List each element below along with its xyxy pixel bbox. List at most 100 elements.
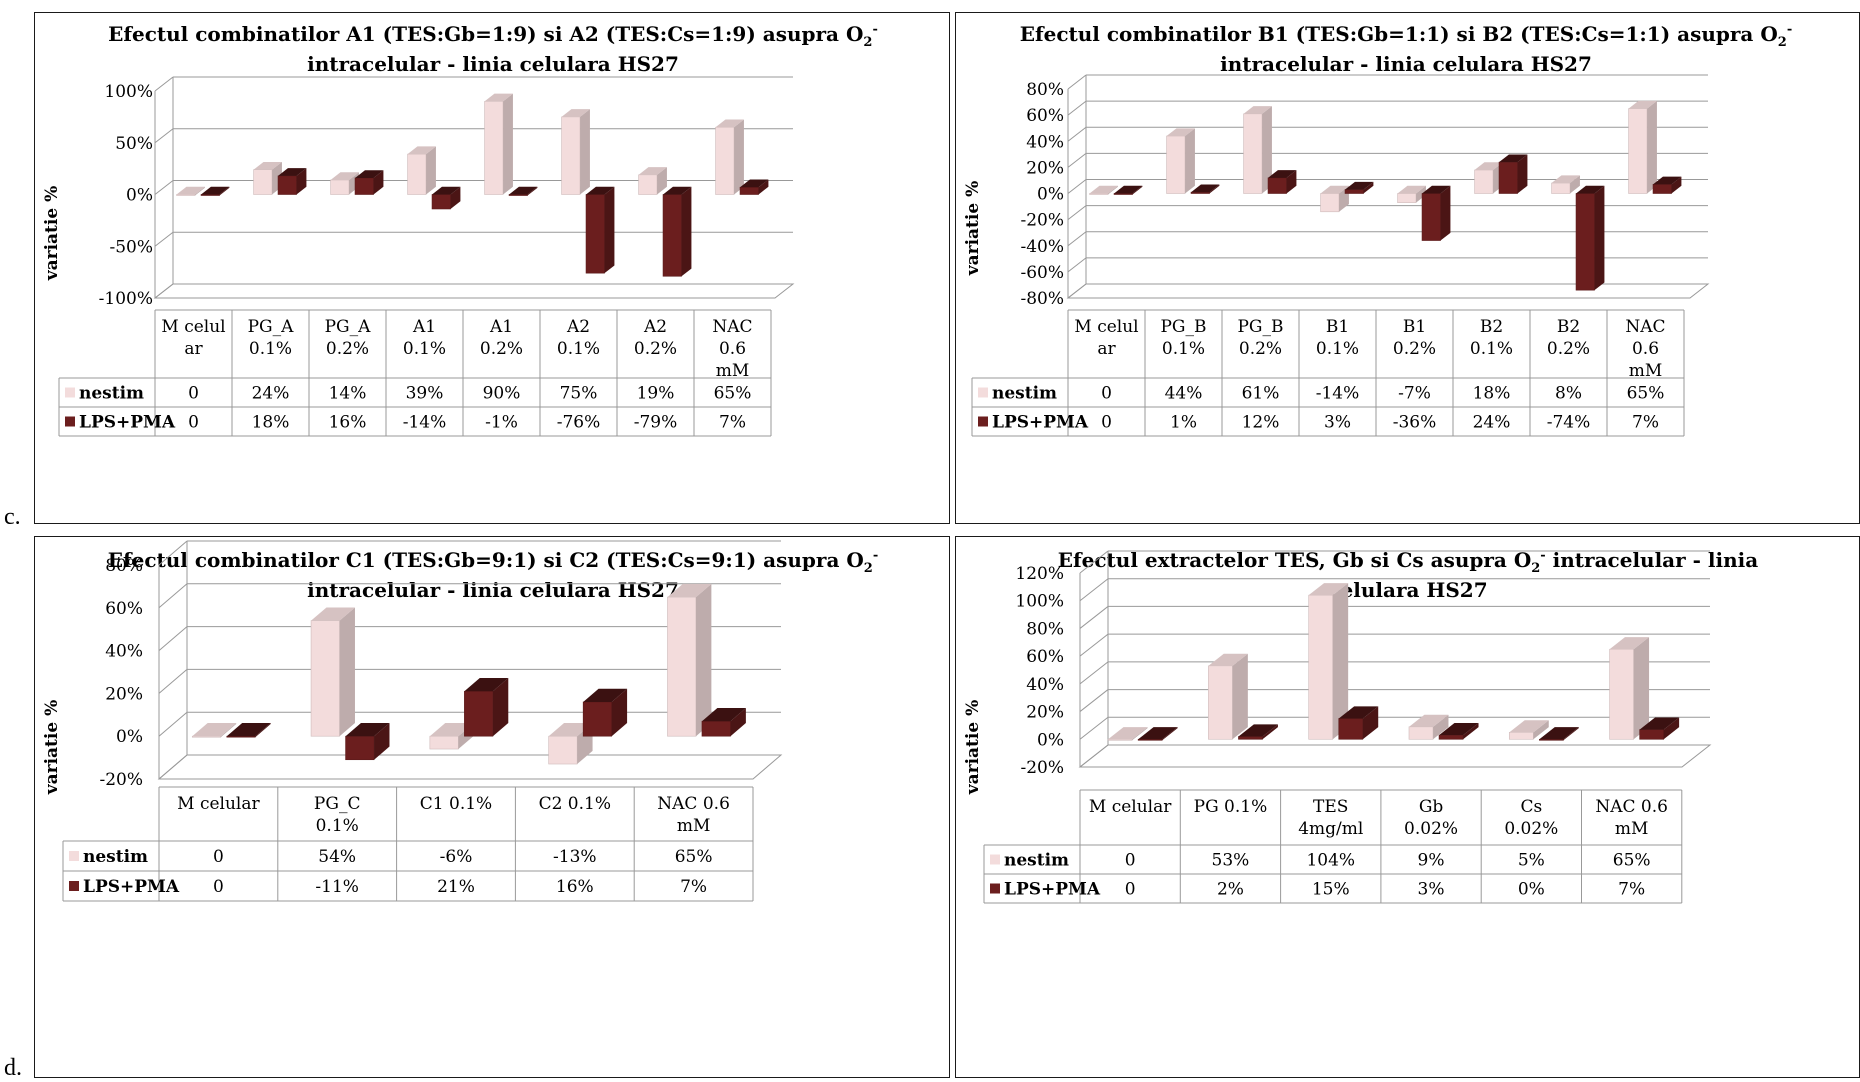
- category-label: M celular: [1089, 797, 1172, 817]
- bar-top: [1397, 185, 1426, 194]
- bar-top: [192, 723, 237, 737]
- chart-c-svg: Efectul combinatilor C1 (TES:Gb=9:1) si …: [42, 540, 878, 902]
- bar-lpspma-1: [345, 723, 390, 761]
- grid-line-side: [154, 76, 174, 92]
- bar-front: [1243, 113, 1263, 194]
- category-label: A2: [643, 317, 667, 337]
- bar-top: [1408, 714, 1449, 727]
- bar-top: [740, 179, 769, 188]
- bar-lpspma-0: [1113, 185, 1143, 195]
- grid-line-side: [1067, 126, 1087, 142]
- bar-front: [310, 620, 340, 737]
- bar-side: [450, 186, 461, 209]
- category-label: 0.2%: [480, 339, 523, 359]
- bar-front: [667, 596, 697, 737]
- data-value-label: 24%: [1473, 413, 1511, 433]
- chart-title-line2: intracelular - linia celulara HS27: [1220, 52, 1592, 76]
- y-tick-label: 40%: [105, 642, 143, 662]
- bar-side: [1262, 724, 1278, 740]
- bar-top: [1499, 154, 1528, 163]
- data-value-label: -11%: [315, 877, 359, 897]
- bar-front: [345, 735, 375, 761]
- bar-top: [1166, 128, 1195, 137]
- bar-front: [1344, 189, 1364, 194]
- bar-front: [354, 177, 374, 195]
- data-value-label: 24%: [252, 384, 290, 404]
- data-value-label: 75%: [560, 384, 598, 404]
- bar-side: [1132, 185, 1143, 195]
- grid-line-side: [1079, 689, 1109, 712]
- grid-line-side: [154, 231, 174, 247]
- bar-nestim-6: [638, 167, 667, 195]
- y-tick-label: 60%: [1026, 647, 1064, 667]
- bar-side: [1647, 100, 1657, 194]
- category-label: 0.02%: [1404, 819, 1458, 839]
- bar-front: [1421, 193, 1441, 241]
- grid-line-side: [1067, 231, 1087, 247]
- bar-top: [638, 167, 667, 175]
- bar-top: [1114, 185, 1143, 194]
- bar-nestim-6: [1551, 175, 1580, 194]
- bar-front: [561, 116, 581, 195]
- bar-side: [374, 723, 390, 760]
- bar-front: [715, 126, 735, 195]
- bar-side: [373, 170, 384, 195]
- legend-label-nestim: nestim: [992, 384, 1057, 404]
- y-tick-label: -60%: [1020, 263, 1064, 283]
- bar-nestim-1: [310, 607, 355, 737]
- bar-top: [561, 109, 590, 117]
- grid-line-side: [1067, 179, 1087, 194]
- bar-side: [1517, 154, 1528, 194]
- legend-swatch-lps: [65, 416, 75, 427]
- data-value-label: 7%: [1618, 880, 1645, 900]
- bar-lpspma-4: [1539, 727, 1579, 741]
- title-superscript: -: [1787, 22, 1792, 37]
- bar-front: [200, 194, 220, 196]
- data-value-label: 16%: [329, 413, 367, 433]
- bar-side: [1416, 185, 1426, 203]
- y-tick-label: 80%: [105, 556, 143, 576]
- bar-top: [226, 723, 271, 737]
- data-value-label: 14%: [329, 384, 367, 404]
- legend-swatch-lps: [69, 881, 79, 891]
- y-tick-label: -40%: [1020, 237, 1064, 257]
- data-value-label: -6%: [440, 847, 473, 867]
- bar-top: [464, 678, 509, 692]
- category-label: mM: [1615, 819, 1649, 839]
- data-value-label: 54%: [318, 847, 356, 867]
- bar-top: [1551, 175, 1580, 184]
- data-value-label: 7%: [719, 413, 746, 433]
- category-label: NAC 0.6: [657, 794, 730, 814]
- bar-nestim-0: [176, 186, 205, 196]
- category-label: A1: [412, 317, 436, 337]
- bar-top: [176, 186, 205, 195]
- category-label: 0.2%: [326, 339, 369, 359]
- category-label: NAC: [712, 317, 752, 337]
- data-value-label: -1%: [485, 413, 518, 433]
- bar-lpspma-3: [1344, 181, 1374, 194]
- bar-side: [426, 146, 436, 195]
- bar-lpspma-2: [1267, 170, 1297, 194]
- grid-line-side: [1067, 257, 1087, 273]
- category-label: C2 0.1%: [539, 794, 611, 814]
- bar-side: [1363, 181, 1374, 194]
- grid-line-side: [1079, 716, 1109, 740]
- bar-front: [1474, 169, 1494, 194]
- category-label: PG 0.1%: [1194, 797, 1268, 817]
- y-tick-label: -100%: [99, 289, 153, 309]
- data-value-label: 12%: [1242, 413, 1280, 433]
- data-value-label: 0: [1101, 384, 1112, 404]
- bar-side: [1286, 170, 1297, 194]
- bar-top: [1422, 185, 1451, 194]
- bar-side: [255, 723, 271, 738]
- bar-side: [1132, 727, 1148, 741]
- category-label: PG_A: [325, 317, 372, 337]
- bar-lpspma-1: [1190, 184, 1220, 194]
- bar-side: [681, 186, 692, 277]
- bar-front: [226, 735, 256, 738]
- floor: [157, 754, 783, 780]
- bar-top: [1238, 724, 1278, 737]
- bar-side: [1185, 128, 1195, 194]
- bar-side: [1232, 653, 1248, 740]
- category-label: 0.2%: [1393, 339, 1436, 359]
